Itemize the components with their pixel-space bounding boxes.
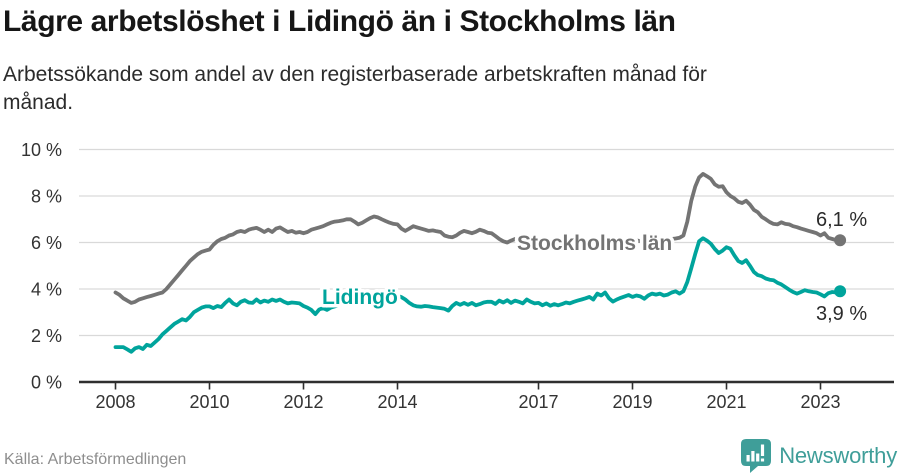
newsworthy-logo: Newsworthy: [741, 439, 897, 473]
y-tick-label: 10 %: [21, 140, 62, 160]
x-tick-label: 2023: [800, 392, 840, 412]
series-end-dot-lidingo: [834, 285, 847, 298]
series-line-stockholms-lan: [113, 172, 842, 305]
y-tick-label: 6 %: [31, 233, 62, 253]
chart-title: Lägre arbetslöshet i Lidingö än i Stockh…: [3, 5, 676, 38]
series-label-stockholms-lan: Stockholms län: [517, 232, 672, 255]
x-tick-label: 2010: [189, 392, 229, 412]
series-line-lidingo: [113, 236, 842, 354]
end-value-stockholms-lan: 6,1 %: [816, 209, 867, 231]
x-axis: 2008 2010 2012 2014 2017 2019 2021 2023: [95, 382, 841, 412]
x-tick-label: 2021: [706, 392, 746, 412]
x-tick-label: 2008: [95, 392, 135, 412]
y-tick-label: 8 %: [31, 187, 62, 207]
series-lines: [113, 172, 847, 354]
x-tick-label: 2014: [377, 392, 417, 412]
newsworthy-wordmark: Newsworthy: [779, 443, 897, 468]
y-tick-label: 4 %: [31, 280, 62, 300]
newsworthy-icon: [741, 439, 772, 473]
x-tick-label: 2012: [283, 392, 323, 412]
series-end-dot-stockholms-lan: [834, 234, 847, 247]
y-tick-label: 2 %: [31, 326, 62, 346]
y-tick-label: 0 %: [31, 373, 62, 393]
series-label-lidingo: Lidingö: [322, 286, 398, 309]
x-tick-label: 2017: [518, 392, 558, 412]
gridlines: [79, 148, 894, 384]
x-tick-label: 2019: [612, 392, 652, 412]
source-note: Källa: Arbetsförmedlingen: [4, 451, 187, 468]
end-value-lidingo: 3,9 %: [816, 303, 867, 325]
y-axis-labels: 0 % 2 % 4 % 6 % 8 % 10 %: [21, 140, 62, 393]
chart-subtitle: Arbetssökande som andel av den registerb…: [3, 63, 707, 114]
